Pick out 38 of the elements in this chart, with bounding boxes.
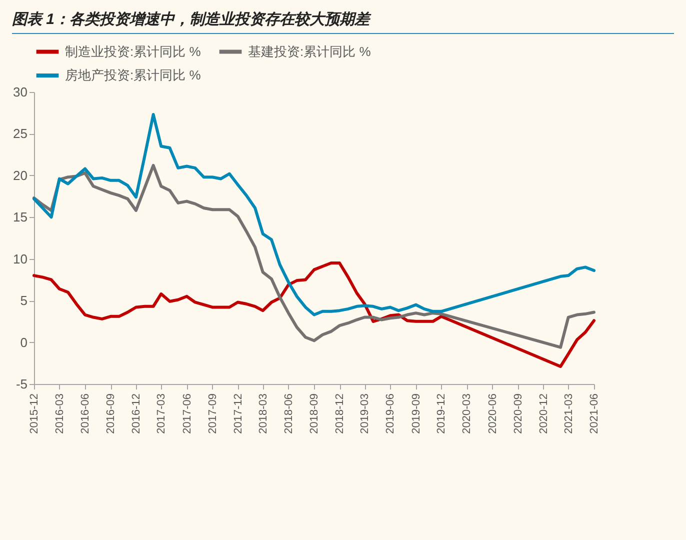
x-tick-label: 2017-12 [232,394,244,434]
x-tick-label: 2019-09 [410,394,422,434]
x-tick-label: 2017-03 [156,394,168,434]
legend-label: 制造业投资:累计同比 % [65,44,202,59]
legend-label: 房地产投资:累计同比 % [65,68,202,82]
x-tick-label: 2019-03 [359,394,372,434]
x-tick-label: 2021-06 [588,394,600,434]
x-tick-label: 2016-03 [54,394,66,434]
y-tick-label: 20 [13,168,28,183]
x-tick-label: 2017-06 [181,394,194,434]
y-tick-label: 15 [13,210,28,225]
y-tick-label: 0 [20,334,28,350]
x-tick-label: 2020-06 [486,394,499,434]
x-tick-label: 2020-12 [538,394,550,434]
y-tick-label: 25 [13,126,28,142]
x-tick-label: 2017-09 [206,394,219,434]
x-tick-label: 2016-12 [130,394,143,434]
x-tick-label: 2018-03 [257,394,270,434]
legend-label: 基建投资:累计同比 % [248,44,372,59]
x-tick-label: 2018-12 [334,394,346,434]
y-tick-label: 30 [13,84,28,100]
line-series [32,164,596,349]
x-tick-label: 2016-09 [105,394,118,434]
line-series [32,113,596,316]
x-tick-label: 2020-09 [512,394,524,434]
x-tick-label: 2018-09 [308,394,321,434]
x-tick-label: 2019-12 [436,394,448,434]
x-tick-label: 2018-06 [282,394,295,434]
chart-title: 图表 1：各类投资增速中，制造业投资存在较大预期差 [12,10,674,34]
y-tick-label: -5 [16,376,28,392]
x-tick-label: 2015-12 [28,394,40,434]
line-series [32,262,596,368]
y-tick-label: 5 [20,293,28,308]
y-tick-label: 10 [13,251,28,266]
x-tick-label: 2020-03 [461,394,474,434]
x-tick-label: 2021-03 [562,394,575,434]
x-tick-label: 2016-06 [80,394,92,434]
x-tick-label: 2019-06 [384,394,397,434]
